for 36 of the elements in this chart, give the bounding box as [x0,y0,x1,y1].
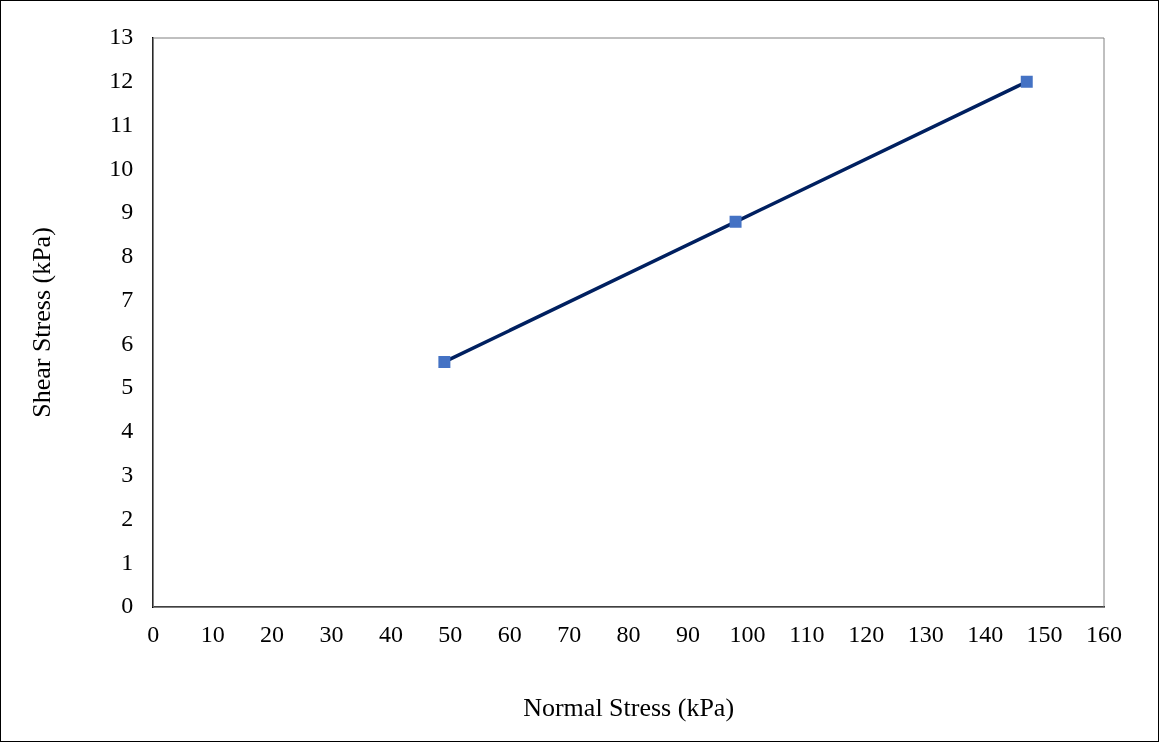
y-axis-title: Shear Stress (kPa) [27,227,57,418]
x-tick-label: 110 [789,620,825,647]
x-tick-label: 70 [557,620,582,647]
y-tick-label: 4 [121,417,134,444]
x-tick-label: 20 [260,620,285,647]
point [729,215,742,228]
x-tick-label: 120 [848,620,885,647]
y-tick-label: 8 [121,242,134,269]
y-tick-label: 1 [121,548,134,575]
y-tick-label: 3 [121,460,134,487]
y-tick-label: 5 [121,373,134,400]
y-tick-label: 11 [110,110,134,137]
x-tick-label: 100 [729,620,766,647]
x-tick-label: 150 [1026,620,1063,647]
y-tick-label: 9 [121,198,134,225]
y-tick-label: 13 [109,23,134,50]
y-tick-label: 6 [121,329,134,356]
x-tick-label: 0 [147,620,160,647]
x-tick-label: 130 [907,620,944,647]
point [1020,75,1033,88]
y-tick-label: 0 [121,592,134,619]
x-tick-label: 160 [1086,620,1122,647]
x-tick-label: 80 [616,620,641,647]
x-tick-label: 40 [378,620,403,647]
x-tick-label: 140 [967,620,1004,647]
x-tick-label: 60 [497,620,522,647]
x-tick-label: 10 [200,620,225,647]
x-tick-label: 30 [319,620,344,647]
y-tick-label: 10 [109,154,134,181]
y-tick-label: 12 [109,67,134,94]
point [438,355,451,368]
x-tick-label: 90 [676,620,701,647]
y-tick-label: 7 [121,285,134,312]
x-axis-title: Normal Stress (kPa) [523,693,735,723]
y-tick-label: 2 [121,504,134,531]
x-tick-label: 50 [438,620,463,647]
